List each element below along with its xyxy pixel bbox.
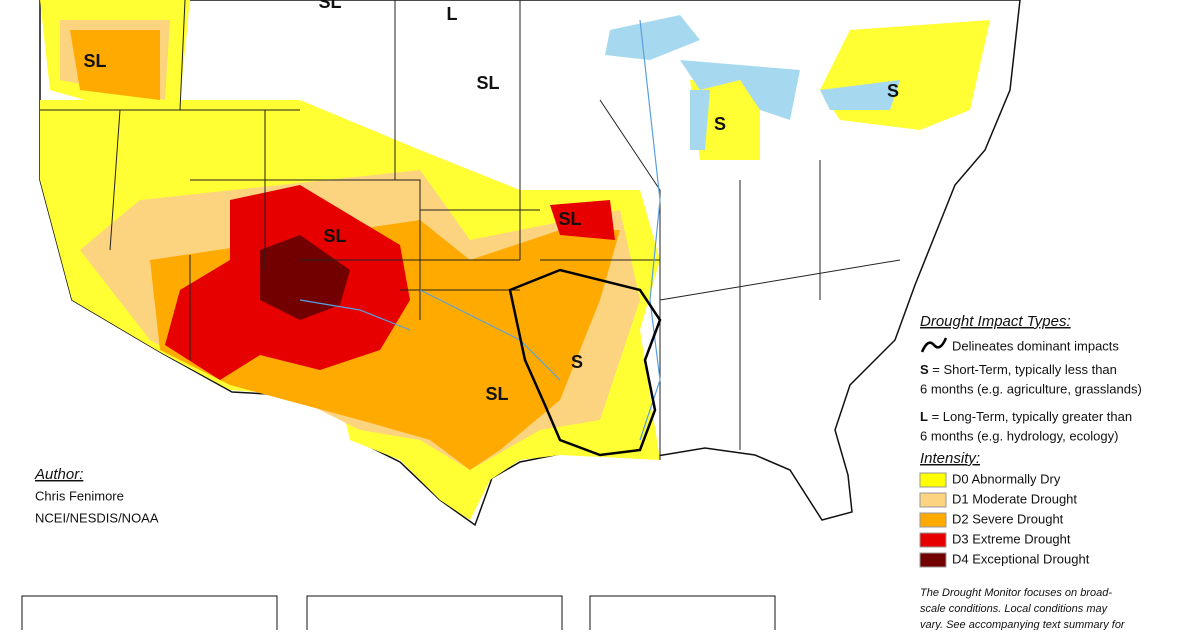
legend-label: D4 Exceptional Drought: [952, 551, 1090, 566]
impact-label: L: [447, 4, 458, 24]
impact-line-label: Delineates dominant impacts: [952, 338, 1119, 353]
note-line: vary. See accompanying text summary for: [920, 619, 1126, 630]
impact-desc: = Long-Term, typically greater than: [928, 409, 1132, 424]
note-line: The Drought Monitor focuses on broad-: [920, 587, 1112, 599]
map-labels: SL L SL SL S S SL SL S SL: [83, 0, 899, 404]
intensity-legend: D0 Abnormally Dry D1 Moderate Drought D2 S…: [919, 471, 1090, 568]
inset-hawaii: [306, 595, 563, 635]
legend-label: D1 Moderate Drought: [952, 491, 1077, 506]
note-line: scale conditions. Local conditions may: [920, 603, 1109, 615]
author-title: Author:: [34, 466, 83, 483]
impact-types: S = Short-Term, typically less than 6 mon…: [920, 362, 1142, 443]
legend-swatch: [919, 532, 947, 548]
impact-title: Drought Impact Types:: [920, 313, 1071, 330]
inset-alaska: [21, 595, 278, 635]
intensity-title: Intensity:: [920, 450, 980, 467]
inset-puerto-rico: [589, 595, 776, 635]
map: [21, 0, 1021, 635]
impact-boundary: [508, 268, 662, 457]
impact-label: S: [714, 114, 726, 134]
impact-key: S: [920, 362, 929, 377]
author-org: NCEI/NESDIS/NOAA: [35, 510, 159, 525]
impact-label: S: [571, 352, 583, 372]
impact-type-line: S = Short-Term, typically less than: [920, 362, 1117, 377]
impact-type-line: L = Long-Term, typically greater than: [920, 409, 1132, 424]
d3-area: [550, 200, 615, 240]
legend-label: D3 Extreme Drought: [952, 531, 1071, 546]
impact-line-icon: [920, 337, 948, 353]
great-lakes: [605, 15, 900, 150]
impact-key: L: [920, 409, 928, 424]
impact-desc: = Short-Term, typically less than: [929, 362, 1117, 377]
impact-label: SL: [558, 209, 581, 229]
legend-label: D2 Severe Drought: [952, 511, 1064, 526]
legend-swatch: [919, 492, 947, 508]
legend-swatch: [919, 472, 947, 488]
impact-desc: 6 months (e.g. agriculture, grasslands): [920, 381, 1142, 396]
impact-label: SL: [323, 226, 346, 246]
note: The Drought Monitor focuses on broad-sca…: [920, 587, 1126, 631]
impact-label: SL: [83, 51, 106, 71]
state-boundaries: [40, 0, 901, 460]
legend-swatch: [919, 552, 947, 568]
impact-desc: 6 months (e.g. hydrology, ecology): [920, 428, 1118, 443]
legend-swatch: [919, 512, 947, 528]
legend-label: D0 Abnormally Dry: [952, 471, 1061, 486]
impact-label: SL: [318, 0, 341, 12]
impact-label: S: [887, 81, 899, 101]
author-name: Chris Fenimore: [35, 488, 124, 503]
impact-label: SL: [476, 73, 499, 93]
d4-area: [260, 235, 350, 320]
impact-label: SL: [485, 384, 508, 404]
d2-area: [70, 30, 160, 100]
